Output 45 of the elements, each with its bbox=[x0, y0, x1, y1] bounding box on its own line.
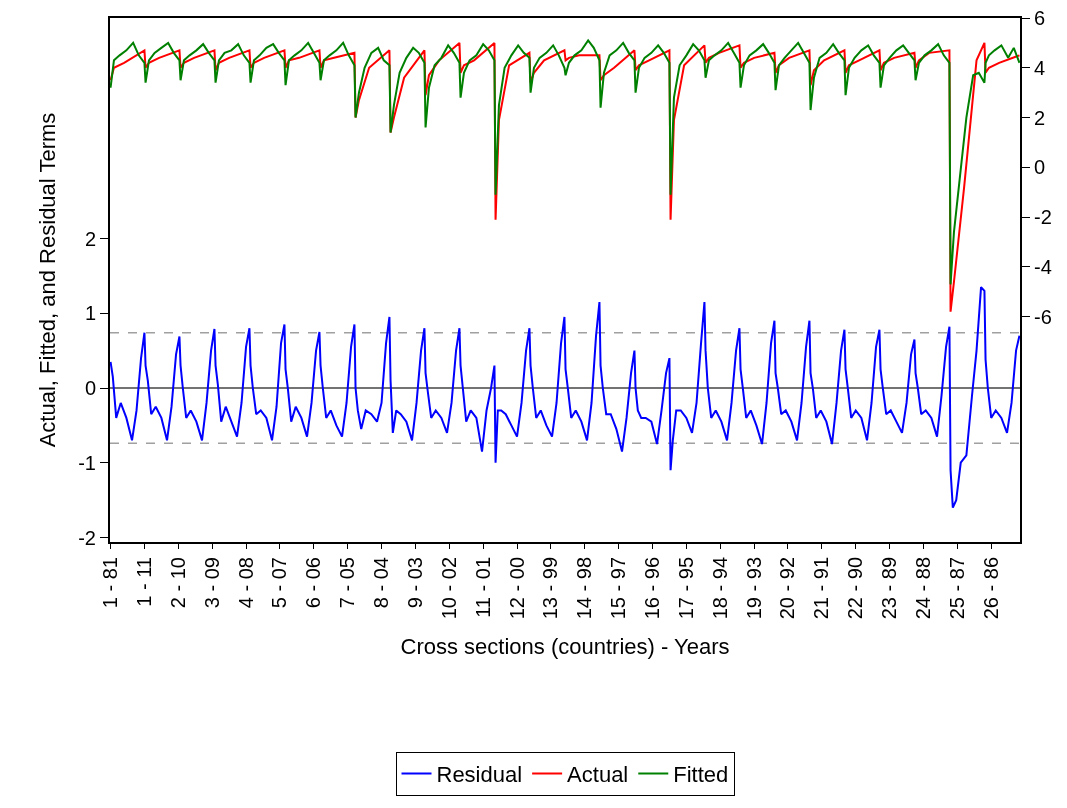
x-tick-label: 23 - 89 bbox=[878, 557, 901, 620]
x-tick-label: 9 - 03 bbox=[403, 557, 426, 609]
y-axis-title: Actual, Fitted, and Residual Terms bbox=[35, 112, 60, 448]
y-tick-label: 1 bbox=[84, 302, 96, 325]
x-tick-label: 10 - 02 bbox=[437, 557, 460, 620]
x-tick-label: 6 - 06 bbox=[302, 557, 325, 609]
legend-label: Fitted bbox=[673, 761, 729, 787]
legend-label: Residual bbox=[436, 761, 523, 787]
x-tick-label: 16 - 96 bbox=[641, 557, 663, 620]
y2-tick-label: 0 bbox=[1034, 156, 1046, 179]
x-tick-label: 5 - 07 bbox=[268, 557, 291, 609]
x-tick-label: 13 - 99 bbox=[539, 557, 562, 620]
x-tick-label: 17 - 95 bbox=[674, 557, 697, 620]
y-tick-label: 0 bbox=[84, 377, 96, 400]
x-tick-label: 24 - 88 bbox=[911, 557, 934, 620]
x-axis-title: Cross sections (countries) - Years bbox=[400, 633, 730, 659]
y2-tick-label: -2 bbox=[1034, 206, 1052, 229]
y2-tick-label: 4 bbox=[1034, 56, 1046, 79]
x-tick-label: 4 - 08 bbox=[234, 557, 257, 609]
y-tick-label: -2 bbox=[78, 526, 96, 549]
x-tick-label: 22 - 90 bbox=[844, 557, 867, 620]
x-tick-label: 20 - 92 bbox=[776, 557, 799, 620]
x-tick-label: 3 - 09 bbox=[200, 557, 223, 609]
y-tick-label: -1 bbox=[78, 451, 96, 474]
x-tick-label: 25 - 87 bbox=[945, 557, 968, 620]
line-series bbox=[110, 286, 1020, 509]
y2-tick-label: 2 bbox=[1034, 106, 1046, 129]
x-tick-label: 18 - 94 bbox=[708, 557, 731, 620]
x-tick-label: 15 - 97 bbox=[607, 557, 630, 620]
y2-tick-label: 6 bbox=[1034, 7, 1046, 29]
x-tick-label: 14 - 98 bbox=[573, 557, 596, 620]
x-tick-label: 12 - 00 bbox=[505, 557, 528, 620]
x-tick-label: 1 - 11 bbox=[132, 557, 155, 607]
y2-tick-label: -6 bbox=[1034, 305, 1052, 328]
y2-tick-label: -4 bbox=[1034, 255, 1052, 278]
y-tick-label: 2 bbox=[84, 227, 96, 250]
x-tick-label: 26 - 86 bbox=[979, 557, 1002, 620]
legend-label: Actual bbox=[567, 761, 629, 787]
x-tick-label: 2 - 10 bbox=[166, 557, 189, 609]
x-tick-label: 19 - 93 bbox=[742, 557, 765, 620]
x-tick-label: 7 - 05 bbox=[336, 557, 359, 609]
x-tick-label: 11 - 01 bbox=[471, 557, 494, 618]
x-tick-label: 21 - 91 bbox=[810, 557, 833, 620]
x-tick-label: 8 - 04 bbox=[370, 557, 393, 609]
x-tick-label: 1 - 81 bbox=[99, 557, 122, 609]
